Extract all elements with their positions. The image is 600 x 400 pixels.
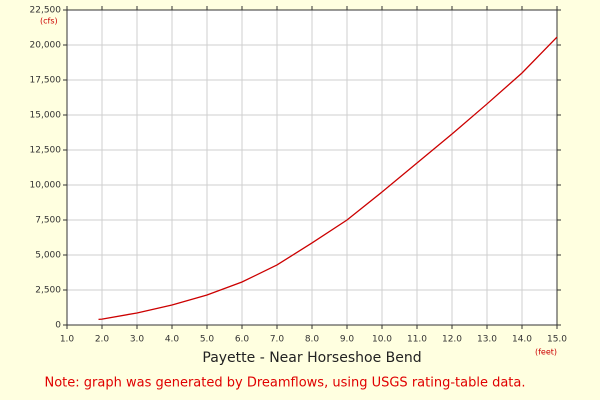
y-tick-label: 22,500 bbox=[30, 6, 62, 16]
y-tick-label: 7,500 bbox=[35, 216, 61, 226]
x-tick-label: 8.0 bbox=[305, 335, 320, 345]
y-tick-label: 15,000 bbox=[30, 111, 62, 121]
x-tick-label: 1.0 bbox=[60, 335, 75, 345]
x-tick-label: 14.0 bbox=[512, 335, 532, 345]
x-tick-label: 15.0 bbox=[547, 335, 567, 345]
x-tick-label: 4.0 bbox=[165, 335, 180, 345]
x-tick-label: 9.0 bbox=[340, 335, 355, 345]
x-tick-label: 13.0 bbox=[477, 335, 497, 345]
y-tick-label: 2,500 bbox=[35, 286, 61, 296]
x-tick-label: 10.0 bbox=[372, 335, 392, 345]
y-tick-label: 5,000 bbox=[35, 251, 61, 261]
y-tick-label: 10,000 bbox=[30, 181, 62, 191]
y-unit: (cfs) bbox=[40, 17, 58, 26]
x-tick-label: 11.0 bbox=[407, 335, 427, 345]
plot-frame bbox=[66, 9, 558, 326]
x-tick-label: 3.0 bbox=[130, 335, 145, 345]
y-tick-label: 17,500 bbox=[30, 76, 62, 86]
x-tick-label: 2.0 bbox=[95, 335, 110, 345]
x-tick-label: 7.0 bbox=[270, 335, 285, 345]
y-tick-label: 12,500 bbox=[30, 146, 62, 156]
x-tick-label: 6.0 bbox=[235, 335, 250, 345]
chart-title: Payette - Near Horseshoe Bend bbox=[202, 350, 421, 366]
y-tick-label: 20,000 bbox=[30, 41, 62, 51]
x-tick-label: 5.0 bbox=[200, 335, 215, 345]
note: Note: graph was generated by Dreamflows,… bbox=[45, 376, 526, 391]
y-tick-label: 0 bbox=[55, 321, 61, 331]
data-line bbox=[98, 36, 558, 321]
x-tick-label: 12.0 bbox=[442, 335, 462, 345]
x-unit: (feet) bbox=[535, 348, 557, 357]
